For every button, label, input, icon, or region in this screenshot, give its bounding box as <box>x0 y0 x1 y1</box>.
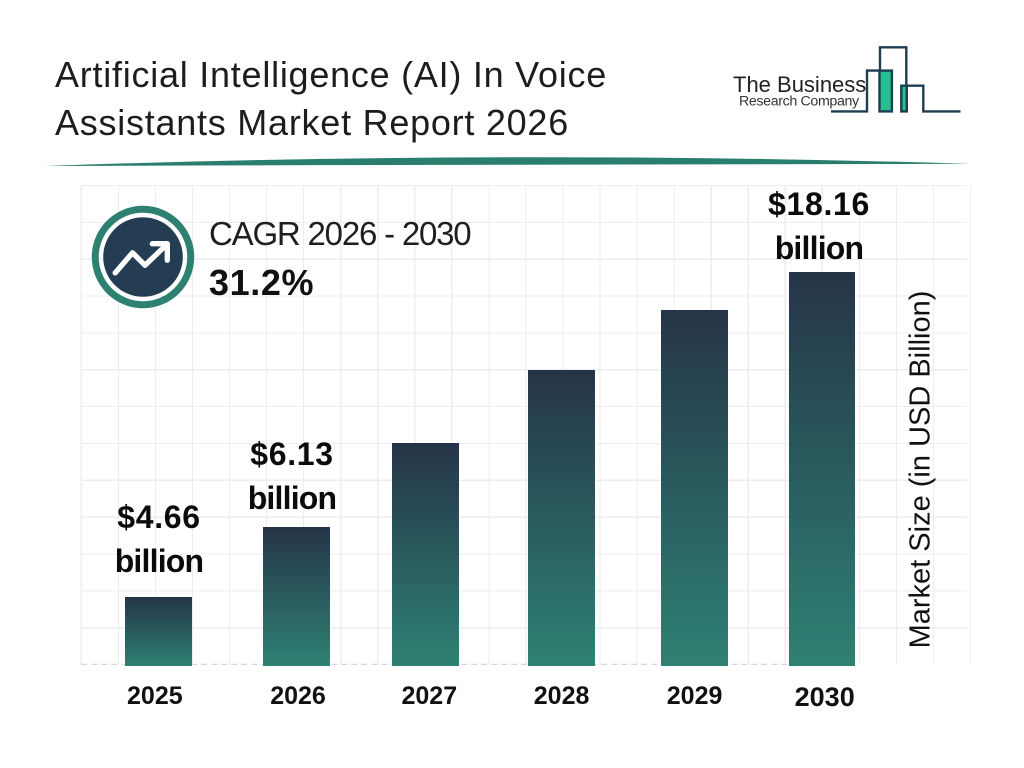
svg-text:The Business: The Business <box>733 72 866 97</box>
svg-text:Research Company: Research Company <box>739 93 860 109</box>
